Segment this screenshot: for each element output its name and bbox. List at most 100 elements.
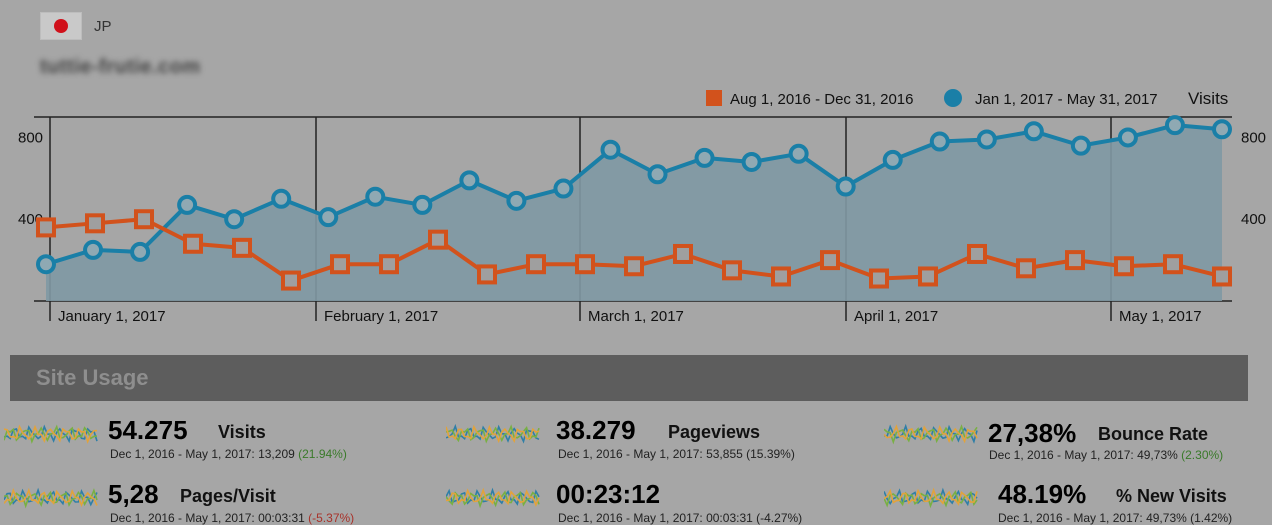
data-point-2017 — [600, 139, 621, 160]
data-point-2016 — [869, 268, 889, 289]
data-point-2016 — [85, 213, 105, 234]
new-visits-sparkline — [884, 487, 978, 509]
stat-value: 54.275 — [108, 415, 188, 445]
data-point-2016 — [134, 209, 154, 230]
right-axis-title: Visits — [1188, 89, 1228, 108]
data-point-2016 — [526, 254, 546, 275]
pages-per-visit-sparkline — [4, 487, 98, 509]
data-point-2017 — [741, 151, 762, 172]
data-point-2016 — [1016, 258, 1036, 279]
stat-value: 00:23:12 — [556, 479, 661, 509]
sparkline-series — [446, 487, 540, 506]
data-point-2017 — [553, 178, 574, 199]
sparkline-series — [4, 487, 98, 508]
x-tick-label: February 1, 2017 — [324, 308, 438, 325]
x-tick-label: March 1, 2017 — [588, 308, 684, 325]
japan-flag-icon — [54, 19, 68, 33]
pageviews-sparkline — [446, 423, 540, 444]
data-point-2017 — [36, 254, 56, 275]
data-point-2016 — [330, 254, 350, 275]
stat-compare: Dec 1, 2016 - May 1, 2017: 49,73% (1.42%… — [998, 511, 1233, 525]
data-point-2017 — [694, 147, 715, 168]
data-point-2017 — [1212, 119, 1232, 140]
sparkline-series — [884, 424, 978, 445]
data-point-2016 — [36, 217, 56, 238]
sparkline-series — [4, 424, 98, 444]
stat-value: 27,38% — [988, 418, 1077, 448]
data-point-2016 — [1212, 266, 1232, 287]
data-point-2017 — [835, 176, 856, 197]
site-name: tuttie-frutie.com — [40, 56, 201, 78]
bounce-rate-sparkline — [884, 423, 978, 445]
avg-time-sparkline — [446, 487, 540, 509]
data-point-2016 — [183, 233, 203, 254]
data-point-2016 — [477, 264, 497, 285]
stat-value: 5,28 — [108, 479, 159, 509]
data-point-2016 — [771, 266, 791, 287]
data-point-2017 — [271, 188, 292, 209]
visits-chart: January 1, 2017 February 1, 2017 March 1, … — [18, 89, 1266, 325]
x-tick-label: April 1, 2017 — [854, 308, 938, 325]
data-point-2017 — [976, 129, 997, 150]
sparkline-series — [446, 487, 540, 507]
stat-label: % New Visits — [1116, 486, 1227, 506]
sparkline-series — [884, 487, 978, 506]
data-point-2016 — [232, 237, 252, 258]
stat-label: Pageviews — [668, 422, 761, 442]
site-usage-title: Site Usage — [36, 365, 149, 390]
data-point-2017 — [929, 131, 950, 152]
y-tick-label-right: 400 — [1241, 211, 1266, 228]
data-point-2017 — [1164, 115, 1185, 136]
data-point-2016 — [967, 243, 987, 264]
stat-compare: Dec 1, 2016 - May 1, 2017: 00:03:31 (-4.… — [558, 511, 803, 525]
data-point-2017 — [177, 194, 198, 215]
data-point-2017 — [459, 170, 480, 191]
x-tick-label: January 1, 2017 — [58, 308, 166, 325]
stat-compare: Dec 1, 2016 - May 1, 2017: 53,855 (15.39… — [558, 447, 795, 461]
y-tick-label-right: 800 — [1241, 129, 1266, 146]
data-point-2016 — [1163, 254, 1183, 275]
sparkline-series — [884, 424, 978, 444]
data-point-2016 — [1065, 250, 1085, 271]
data-point-2017 — [412, 194, 433, 215]
data-point-2017 — [1070, 135, 1091, 156]
data-point-2016 — [820, 250, 840, 271]
stat-compare: Dec 1, 2016 - May 1, 2017: 00:03:31 (-5.… — [110, 511, 355, 525]
stat-label: Visits — [218, 422, 266, 442]
sparkline-series — [446, 423, 540, 444]
stat-value: 38.279 — [556, 415, 636, 445]
sparkline-series — [884, 487, 978, 507]
data-point-2016 — [379, 254, 399, 275]
data-point-2017 — [1117, 127, 1138, 148]
legend-circle-marker — [944, 89, 962, 107]
data-point-2017 — [647, 164, 668, 185]
sparkline-series — [4, 424, 98, 444]
stat-label: Bounce Rate — [1098, 424, 1209, 444]
data-point-2016 — [1114, 256, 1134, 277]
data-point-2016 — [575, 254, 595, 275]
data-point-2017 — [83, 239, 104, 260]
data-point-2016 — [428, 229, 448, 250]
data-point-2016 — [673, 243, 693, 264]
x-tick-label: May 1, 2017 — [1119, 308, 1202, 325]
country-code: JP — [94, 18, 112, 35]
sparkline-series — [446, 424, 540, 444]
data-point-2017 — [365, 186, 386, 207]
stat-value: 48.19% — [998, 479, 1087, 509]
data-point-2017 — [1023, 121, 1044, 142]
stat-compare: Dec 1, 2016 - May 1, 2017: 49,73% (2.30%… — [989, 448, 1224, 462]
legend-label: Aug 1, 2016 - Dec 31, 2016 — [730, 91, 913, 108]
stat-label: Pages/Visit — [180, 486, 276, 506]
legend-square-marker — [706, 90, 722, 106]
data-point-2017 — [130, 241, 151, 262]
sparkline-series — [4, 488, 98, 509]
visits-sparkline — [4, 424, 98, 444]
data-point-2016 — [624, 256, 644, 277]
data-point-2016 — [918, 266, 938, 287]
data-point-2016 — [281, 270, 301, 291]
data-point-2017 — [318, 207, 339, 228]
data-point-2017 — [224, 209, 245, 230]
country-flag[interactable] — [40, 12, 82, 40]
data-point-2017 — [506, 190, 527, 211]
sparkline-series — [446, 490, 540, 509]
